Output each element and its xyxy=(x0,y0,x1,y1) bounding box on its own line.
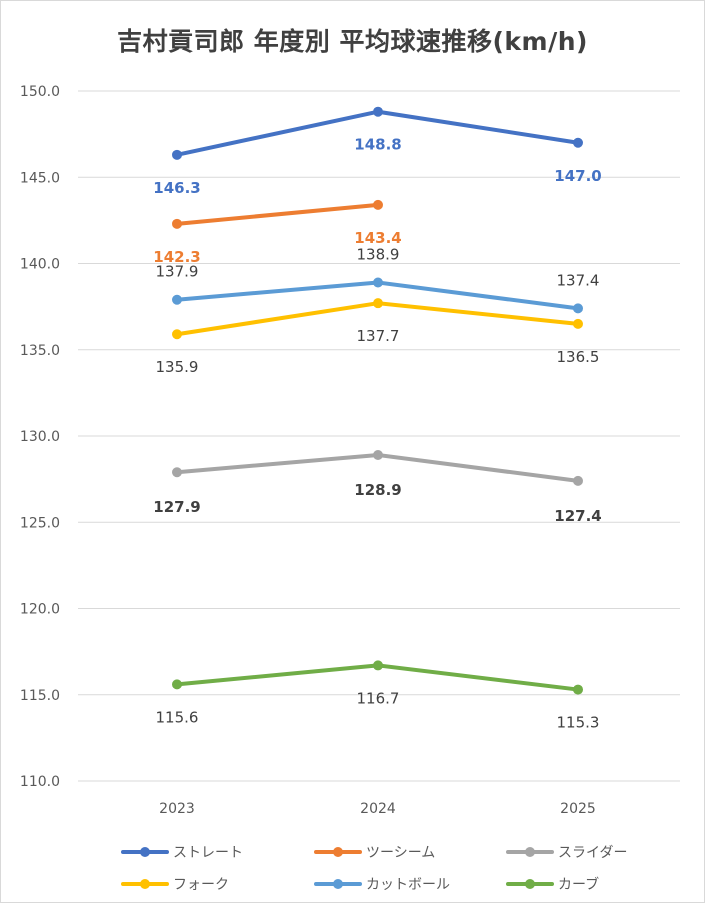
data-point xyxy=(172,218,182,229)
data-label: 147.0 xyxy=(554,167,601,185)
legend-marker xyxy=(140,847,150,857)
data-point xyxy=(573,137,583,148)
y-tick-label: 145.0 xyxy=(20,170,60,186)
y-tick-label: 130.0 xyxy=(20,429,60,445)
y-tick-label: 115.0 xyxy=(20,688,60,704)
y-tick-label: 110.0 xyxy=(20,774,60,790)
y-tick-label: 135.0 xyxy=(20,343,60,359)
data-label: 135.9 xyxy=(156,358,199,376)
data-point xyxy=(172,294,182,305)
legend-label: ストレート xyxy=(173,845,243,861)
y-tick-label: 150.0 xyxy=(20,84,60,100)
data-point xyxy=(172,467,182,478)
data-label: 146.3 xyxy=(153,179,200,197)
data-label: 137.9 xyxy=(156,263,199,281)
y-tick-label: 125.0 xyxy=(20,515,60,531)
legend-label: ツーシーム xyxy=(366,845,435,861)
legend-marker xyxy=(333,847,343,857)
data-point xyxy=(373,106,383,117)
x-tick-label: 2024 xyxy=(360,801,396,817)
data-label: 143.4 xyxy=(354,229,401,247)
data-label: 138.9 xyxy=(357,245,400,263)
data-point xyxy=(172,329,182,340)
data-label: 136.5 xyxy=(557,348,600,366)
data-label: 127.9 xyxy=(153,498,200,516)
legend-label: スライダー xyxy=(558,845,627,861)
legend-label: カーブ xyxy=(558,876,599,893)
data-point xyxy=(373,199,383,210)
y-tick-label: 140.0 xyxy=(20,257,60,273)
legend-label: カットボール xyxy=(366,877,450,893)
data-label: 127.4 xyxy=(554,507,601,525)
legend-label: フォーク xyxy=(173,877,229,893)
data-label: 128.9 xyxy=(354,481,401,499)
data-label: 137.4 xyxy=(557,271,600,289)
legend-marker xyxy=(140,879,150,889)
legend-marker xyxy=(525,847,535,857)
data-point xyxy=(573,318,583,329)
legend-marker xyxy=(333,879,343,889)
data-point xyxy=(573,475,583,486)
data-label: 116.7 xyxy=(357,689,400,707)
data-point xyxy=(373,660,383,671)
x-tick-label: 2023 xyxy=(159,801,195,817)
data-point xyxy=(573,303,583,314)
data-point xyxy=(172,149,182,160)
x-tick-label: 2025 xyxy=(560,801,596,817)
legend-marker xyxy=(525,879,535,889)
data-point xyxy=(373,277,383,288)
data-label: 115.3 xyxy=(557,714,600,732)
y-tick-label: 120.0 xyxy=(20,602,60,618)
data-point xyxy=(573,684,583,695)
chart-title: 吉村貢司郎 年度別 平均球速推移(km/h) xyxy=(117,27,588,56)
series-line xyxy=(175,202,380,226)
data-point xyxy=(373,449,383,460)
data-label: 137.7 xyxy=(357,327,400,345)
data-point xyxy=(373,298,383,309)
data-point xyxy=(172,679,182,690)
data-label: 142.3 xyxy=(153,248,200,266)
data-label: 148.8 xyxy=(354,136,401,154)
data-label: 115.6 xyxy=(156,708,199,726)
